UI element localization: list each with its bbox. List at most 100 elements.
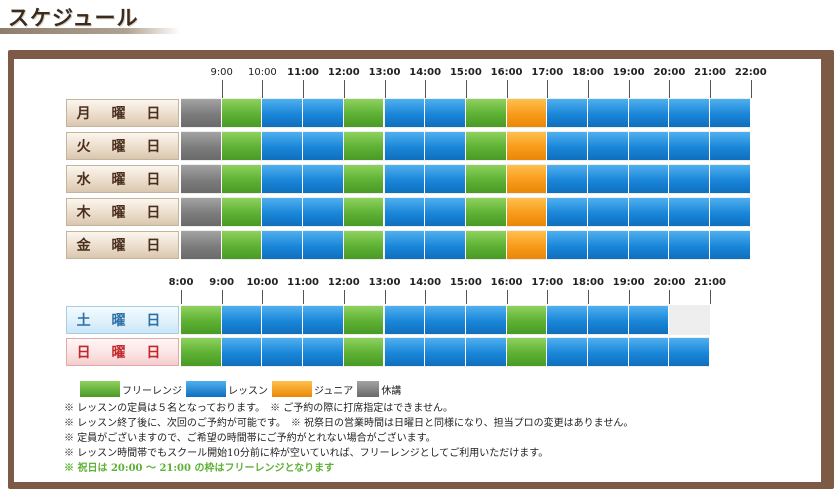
legend-swatch-closed xyxy=(357,381,380,397)
slot-lesson xyxy=(669,132,711,160)
day-label: 日 曜 日 xyxy=(66,338,179,366)
note-line: ※ レッスン終了後に、次回のご予約が可能です。 ※ 祝祭日の営業時間は日曜日と同… xyxy=(64,418,634,429)
slot-free xyxy=(221,132,263,160)
slot-free xyxy=(343,132,385,160)
hour-tick xyxy=(628,80,630,98)
slot-lesson xyxy=(547,306,588,334)
slot-lesson xyxy=(547,165,588,193)
hour-tick xyxy=(343,80,345,98)
hour-label: 17:00 xyxy=(531,67,564,78)
legend-swatch-free xyxy=(80,381,120,397)
hour-tick xyxy=(669,80,671,98)
slot-lesson xyxy=(669,165,711,193)
slot-lesson xyxy=(669,231,711,259)
hour-label: 20:00 xyxy=(653,277,686,288)
slot-lesson xyxy=(465,338,507,366)
slot-lesson xyxy=(547,231,588,259)
slot-lesson xyxy=(710,99,751,127)
slot-lesson xyxy=(303,306,344,334)
slot-lesson xyxy=(425,306,466,334)
hour-tick xyxy=(465,290,467,304)
hour-label: 9:00 xyxy=(210,67,233,78)
slot-closed xyxy=(181,165,222,193)
slot-lesson xyxy=(262,132,304,160)
legend: フリーレンジ レッスン ジュニア 休講 xyxy=(80,381,405,397)
hour-label: 18:00 xyxy=(572,67,604,78)
slot-free xyxy=(221,165,263,193)
slot-lesson xyxy=(628,165,670,193)
slot-lesson xyxy=(628,132,670,160)
hour-tick xyxy=(384,80,386,98)
slot-junior xyxy=(506,198,548,226)
slot-lesson xyxy=(384,132,426,160)
slot-lesson xyxy=(425,231,466,259)
legend-swatch-lesson xyxy=(186,381,226,397)
slot-junior xyxy=(506,231,548,259)
day-label: 土 曜 日 xyxy=(66,306,179,334)
slot-lesson xyxy=(425,338,466,366)
slot-lesson xyxy=(628,231,670,259)
hour-label: 18:00 xyxy=(572,277,604,288)
hour-tick xyxy=(710,290,712,304)
slot-free xyxy=(465,99,507,127)
slot-lesson xyxy=(669,198,711,226)
hour-tick xyxy=(669,290,671,304)
hour-tick xyxy=(343,290,345,304)
legend-swatch-junior xyxy=(272,381,312,397)
slot-lesson xyxy=(262,231,304,259)
day-label: 月 曜 日 xyxy=(66,99,179,127)
slot-lesson xyxy=(221,338,263,366)
legend-label-free: フリーレンジ xyxy=(122,385,182,397)
slot-lesson xyxy=(710,132,751,160)
hour-tick xyxy=(506,80,508,98)
hour-tick xyxy=(221,290,223,304)
legend-item-closed: 休講 xyxy=(357,381,401,397)
slot-lesson xyxy=(710,165,751,193)
slot-free xyxy=(221,99,263,127)
slot-lesson xyxy=(384,338,426,366)
hour-tick xyxy=(547,290,549,304)
slot-lesson xyxy=(628,99,670,127)
slot-lesson xyxy=(588,306,629,334)
slot-lesson xyxy=(669,338,711,366)
hour-label: 9:00 xyxy=(209,277,235,288)
legend-item-lesson: レッスン xyxy=(186,381,268,397)
slot-closed xyxy=(181,99,222,127)
hour-label: 19:00 xyxy=(612,277,645,288)
holiday-note: ※ 祝日は 20:00 ～ 21:00 の枠はフリーレンジとなります xyxy=(64,463,335,474)
slot-free xyxy=(465,231,507,259)
hour-tick xyxy=(221,80,223,98)
title-underline xyxy=(0,28,180,34)
slot-lesson xyxy=(303,132,344,160)
hour-label: 15:00 xyxy=(449,277,482,288)
slot-free xyxy=(343,306,385,334)
hour-label: 17:00 xyxy=(531,277,564,288)
slot-closed xyxy=(181,231,222,259)
slot-free xyxy=(465,132,507,160)
slot-lesson xyxy=(547,338,588,366)
hour-label: 12:00 xyxy=(327,67,360,78)
legend-label-lesson: レッスン xyxy=(228,385,268,397)
slot-lesson xyxy=(547,132,588,160)
slot-lesson xyxy=(384,306,426,334)
slot-lesson xyxy=(303,165,344,193)
hour-tick xyxy=(262,290,264,304)
legend-label-closed: 休講 xyxy=(381,385,402,397)
hour-label: 16:00 xyxy=(490,67,523,78)
hour-label: 8:00 xyxy=(168,277,194,288)
slot-lesson xyxy=(262,198,304,226)
hour-tick xyxy=(506,290,508,304)
hour-tick xyxy=(303,80,305,98)
slot-lesson xyxy=(588,338,629,366)
hour-label: 15:00 xyxy=(449,67,482,78)
slot-free xyxy=(343,231,385,259)
slot-free xyxy=(465,165,507,193)
schedule-panel xyxy=(14,59,821,482)
slot-lesson xyxy=(628,306,670,334)
slot-lesson xyxy=(425,198,466,226)
slot-lesson xyxy=(669,99,711,127)
hour-tick xyxy=(750,80,752,98)
slot-lesson xyxy=(303,338,344,366)
hour-label: 21:00 xyxy=(694,67,727,78)
day-label: 火 曜 日 xyxy=(66,132,179,160)
